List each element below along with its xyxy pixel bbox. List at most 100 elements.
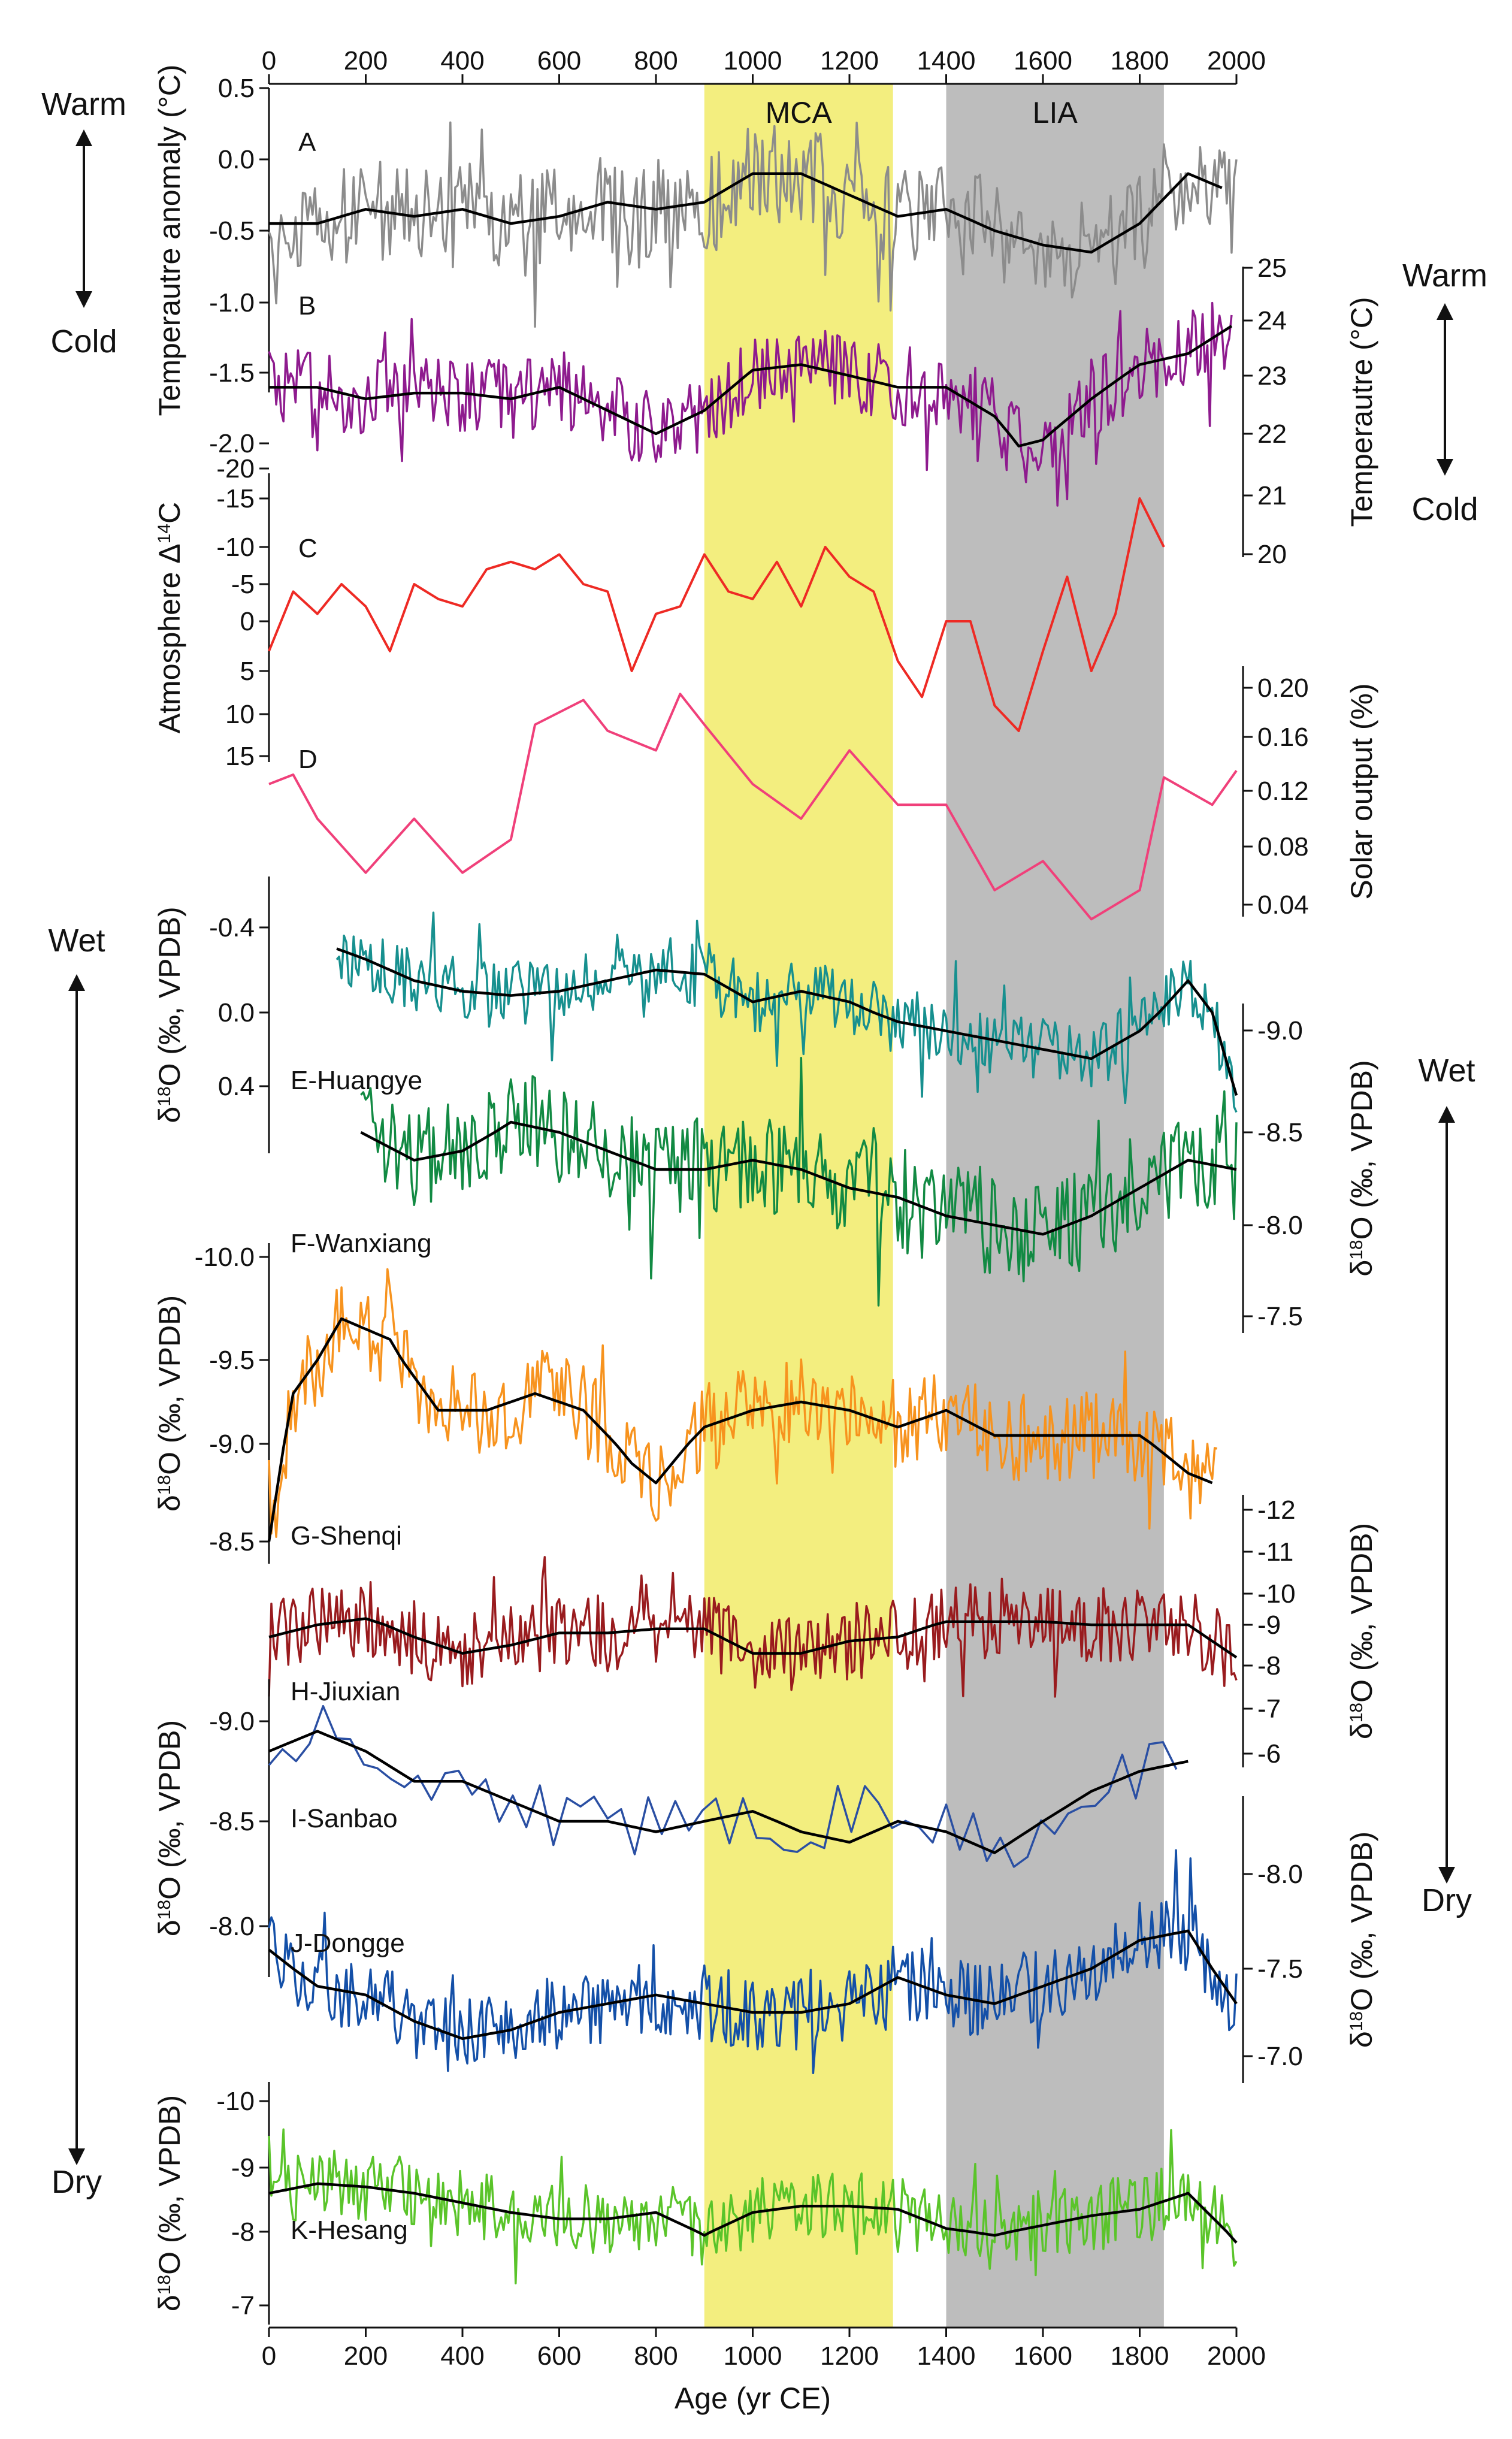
y-tick-label: 20 xyxy=(1257,540,1287,569)
panel-A: 0.5 0.0 -0.5 -1.0 -1.5 -2.0 Temperautre anomal… xyxy=(153,65,1238,458)
series-E-smooth xyxy=(336,947,1238,1096)
side-label-left-temp-bottom: Cold xyxy=(50,324,117,359)
x-tick-label: 800 xyxy=(634,2341,678,2371)
y-tick-label: -2.0 xyxy=(209,429,255,458)
side-annotations: Warm Cold Warm Cold Wet Dry Wet Dry xyxy=(41,86,1487,2200)
y-axis-title-B: Temperautre (°C) xyxy=(1345,297,1378,527)
y-tick-label: 23 xyxy=(1257,361,1287,391)
record-label-H: H-Jiuxian xyxy=(291,1677,400,1706)
y-tick-label: -10 xyxy=(216,533,255,562)
series-D-record xyxy=(268,693,1238,921)
y-tick-label: -5 xyxy=(231,570,255,599)
panel-B: 25 24 23 22 21 20 Temperautre (°C) B xyxy=(268,253,1378,569)
y-tick-label: -7.5 xyxy=(1257,1302,1303,1331)
y-tick-label: 0.0 xyxy=(218,145,255,174)
y-tick-label: 0.4 xyxy=(218,1072,255,1101)
y-axis-title-K-base: δ xyxy=(153,2295,186,2311)
y-tick-label: -7 xyxy=(1257,1694,1281,1724)
x-tick-label: 1400 xyxy=(917,2341,976,2371)
y-tick-label: -7 xyxy=(231,2291,255,2320)
x-tick-label: 0 xyxy=(262,46,276,75)
record-label-C: C xyxy=(298,534,317,563)
y-tick-label: -6 xyxy=(1257,1739,1281,1769)
y-tick-label: -20 xyxy=(216,454,255,483)
record-label-A: A xyxy=(298,128,316,157)
series-G-smooth xyxy=(267,1317,1213,1542)
y-tick-label: 24 xyxy=(1257,306,1287,336)
y-tick-label: -7.0 xyxy=(1257,2042,1303,2071)
y-tick-label: -7.5 xyxy=(1257,1954,1303,1984)
x-tick-label: 0 xyxy=(262,2341,276,2371)
panel-I: -9.0 -8.5 -8.0 δ18O (‰, VPDB) I-Sanbao xyxy=(153,1679,1189,1977)
x-axis-label: Age (yr CE) xyxy=(675,2381,831,2415)
y-tick-label: -9 xyxy=(1257,1610,1281,1640)
y-tick-label: -1.0 xyxy=(209,288,255,318)
y-tick-label: -10 xyxy=(216,2087,255,2116)
x-tick-label: 2000 xyxy=(1207,46,1266,75)
y-tick-label: -9.0 xyxy=(1257,1016,1303,1045)
y-axis-title-F-tail: O (‰, VPDB) xyxy=(1345,1060,1378,1240)
y-axis-title-F-sup: 18 xyxy=(1347,1240,1366,1259)
y-axis-title-E: δ18O (‰, VPDB) xyxy=(153,906,186,1123)
y-axis-title-K-tail: O (‰, VPDB) xyxy=(153,2095,186,2275)
y-tick-label: -0.5 xyxy=(209,216,255,246)
side-label-right-temp-bottom: Cold xyxy=(1411,491,1478,527)
panel-J: -8.0 -7.5 -7.0 δ18O (‰, VPDB) J-Dongge xyxy=(268,1796,1378,2083)
side-label-left-hydro-top: Wet xyxy=(48,923,105,959)
x-tick-label: 1000 xyxy=(724,46,782,75)
record-label-F: F-Wanxiang xyxy=(291,1229,432,1258)
y-tick-label: -9.0 xyxy=(209,1707,255,1736)
record-label-B: B xyxy=(298,291,316,321)
y-axis-title-J-tail: O (‰, VPDB) xyxy=(1345,1831,1378,2011)
series-A-record xyxy=(268,121,1238,328)
series-G-record xyxy=(268,1268,1218,1538)
y-axis-title-H-base: δ xyxy=(1345,1722,1378,1739)
y-axis-title-A: Temperautre anomaly (°C) xyxy=(153,65,186,416)
x-tick-label: 1600 xyxy=(1014,46,1072,75)
series-K-record xyxy=(268,2128,1238,2284)
y-axis-title-E-sup: 18 xyxy=(155,1086,174,1106)
y-tick-label: 0 xyxy=(240,607,255,636)
x-tick-label: 1000 xyxy=(724,2341,782,2371)
y-axis-title-C: Atmosphere Δ14C xyxy=(153,502,186,733)
y-tick-label: 22 xyxy=(1257,419,1287,449)
y-tick-label: 0.16 xyxy=(1257,723,1309,752)
y-axis-title-I-tail: O (‰, VPDB) xyxy=(153,1720,186,1900)
y-axis-title-F: δ18O (‰, VPDB) xyxy=(1345,1060,1378,1276)
y-tick-label: 10 xyxy=(225,700,255,729)
panel-K: -10 -9 -8 -7 δ18O (‰, VPDB) K-Hesang xyxy=(153,2082,1238,2325)
series-H-smooth xyxy=(268,1617,1238,1659)
y-tick-label: 0.04 xyxy=(1257,890,1309,920)
y-tick-label: -9.5 xyxy=(209,1346,255,1375)
y-axis-title-J-sup: 18 xyxy=(1347,2011,1366,2031)
y-axis-title-H: δ18O (‰, VPDB) xyxy=(1345,1523,1378,1739)
y-tick-label: -8.5 xyxy=(1257,1118,1303,1147)
y-axis-title-H-sup: 18 xyxy=(1347,1703,1366,1722)
y-axis-title-F-base: δ xyxy=(1345,1260,1378,1277)
side-label-right-hydro-top: Wet xyxy=(1418,1053,1475,1089)
y-axis-title-J-base: δ xyxy=(1345,2031,1378,2048)
x-tick-label: 1400 xyxy=(917,46,976,75)
side-label-right-hydro-bottom: Dry xyxy=(1422,1882,1472,1918)
panel-H: -12 -11 -10-9 -8 -7 -6 δ18O (‰, VPDB) H-Jiuxian xyxy=(268,1495,1378,1769)
series-J-smooth xyxy=(268,1929,1238,2041)
y-tick-label: -8.5 xyxy=(209,1527,255,1557)
y-tick-label: -9 xyxy=(231,2153,255,2183)
y-tick-label: -11 xyxy=(1257,1537,1293,1567)
y-tick-label: -10.0 xyxy=(195,1243,255,1272)
y-axis-title-G-base: δ xyxy=(153,1495,186,1512)
y-axis-title-C-tail: C xyxy=(153,502,186,524)
y-tick-label: 5 xyxy=(240,657,255,686)
y-tick-label: -9.0 xyxy=(209,1429,255,1459)
series-B-smooth xyxy=(269,325,1233,448)
y-tick-label: -0.4 xyxy=(209,913,255,942)
y-tick-label: 0.0 xyxy=(218,998,255,1027)
y-axis-title-G-tail: O (‰, VPDB) xyxy=(153,1295,186,1475)
y-tick-label: -8 xyxy=(231,2217,255,2247)
record-label-K: K-Hesang xyxy=(291,2216,408,2245)
series-F-record xyxy=(360,1057,1238,1307)
y-tick-label: -8.5 xyxy=(209,1807,255,1836)
series-E-record xyxy=(335,911,1238,1113)
